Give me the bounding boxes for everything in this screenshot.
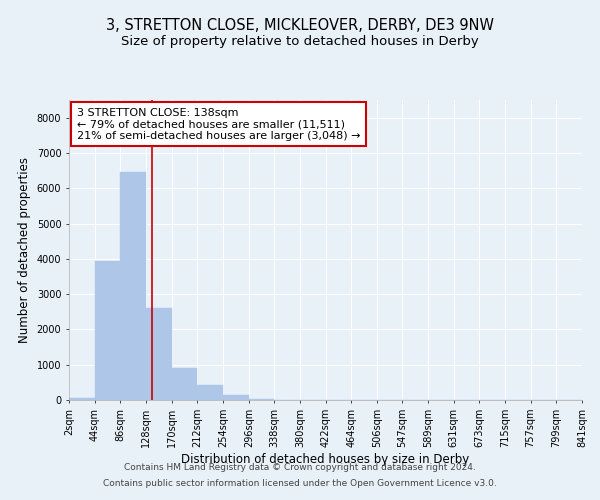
Bar (172, 368, 197, 400)
Text: 3 STRETTON CLOSE: 138sqm
← 79% of detached houses are smaller (11,511)
21% of se: 3 STRETTON CLOSE: 138sqm ← 79% of detach… (77, 108, 360, 140)
Bar (95, 260, 121, 400)
Text: Contains HM Land Registry data © Crown copyright and database right 2024.: Contains HM Land Registry data © Crown c… (124, 464, 476, 472)
Text: 3, STRETTON CLOSE, MICKLEOVER, DERBY, DE3 9NW: 3, STRETTON CLOSE, MICKLEOVER, DERBY, DE… (106, 18, 494, 32)
Bar (69, 398, 95, 400)
X-axis label: Distribution of detached houses by size in Derby: Distribution of detached houses by size … (181, 452, 470, 466)
Bar (223, 396, 249, 400)
Text: Size of property relative to detached houses in Derby: Size of property relative to detached ho… (121, 35, 479, 48)
Text: Contains public sector information licensed under the Open Government Licence v3: Contains public sector information licen… (103, 478, 497, 488)
Bar (197, 385, 223, 400)
Bar (249, 399, 274, 400)
Y-axis label: Number of detached properties: Number of detached properties (18, 157, 31, 343)
Bar (121, 172, 146, 400)
Bar (146, 308, 172, 400)
